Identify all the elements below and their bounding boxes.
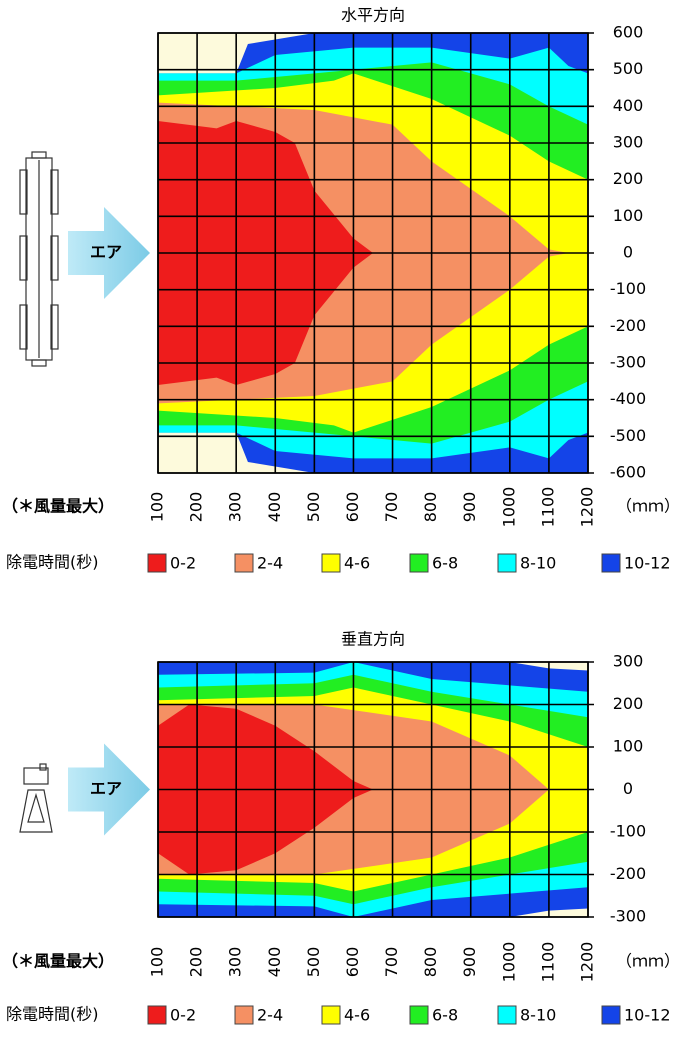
legend-swatch [601, 553, 621, 573]
y-tick-label: -200 [610, 864, 646, 883]
x-tick-label: 600 [343, 947, 362, 978]
legend-label: 6-8 [432, 554, 458, 573]
note: （＊風量最大） [2, 952, 114, 971]
x-unit: （ｍｍ） [616, 497, 680, 516]
legend-label: 2-4 [257, 554, 283, 573]
x-tick-label: 1200 [578, 487, 597, 528]
air-label: エア [90, 779, 122, 798]
x-tick-label: 800 [421, 492, 440, 523]
y-tick-label: 300 [613, 652, 644, 671]
x-tick-label: 1000 [499, 942, 518, 983]
x-tick-label: 1000 [499, 487, 518, 528]
plot-border [157, 32, 589, 474]
y-tick-label: -300 [610, 907, 646, 926]
x-unit: （ｍｍ） [616, 952, 680, 971]
legend-label: 6-8 [432, 1006, 458, 1025]
x-tick-label: 100 [148, 947, 167, 978]
plot-border [157, 661, 589, 918]
y-tick-label: 400 [613, 96, 644, 115]
y-tick-label: 500 [613, 59, 644, 78]
legend-swatch [409, 553, 429, 573]
legend-label: 10-12 [624, 554, 671, 573]
legend-swatch [321, 553, 341, 573]
x-tick-label: 300 [226, 492, 245, 523]
x-tick-label: 200 [187, 947, 206, 978]
y-tick-label: 200 [613, 694, 644, 713]
x-tick-label: 900 [460, 492, 479, 523]
x-tick-label: 900 [460, 947, 479, 978]
legend-label: 8-10 [520, 554, 556, 573]
air-arrow [68, 743, 150, 836]
legend-swatch [321, 1005, 341, 1025]
legend-swatch [497, 553, 517, 573]
x-tick-label: 600 [343, 492, 362, 523]
legend-label: 2-4 [257, 1006, 283, 1025]
x-tick-label: 200 [187, 492, 206, 523]
x-tick-label: 700 [382, 492, 401, 523]
y-tick-label: -100 [610, 822, 646, 841]
legend-swatch [601, 1005, 621, 1025]
note: （＊風量最大） [2, 497, 114, 516]
y-tick-label: 0 [623, 779, 633, 798]
x-tick-label: 700 [382, 947, 401, 978]
legend-label: 4-6 [344, 554, 370, 573]
y-tick-label: 600 [613, 23, 644, 42]
legend-label: 4-6 [344, 1006, 370, 1025]
y-tick-label: 100 [613, 737, 644, 756]
y-tick-label: 0 [623, 243, 633, 262]
device-icon [19, 763, 53, 833]
legend-swatch [409, 1005, 429, 1025]
legend-label: 10-12 [624, 1006, 671, 1025]
x-tick-label: 1100 [538, 942, 557, 983]
legend-swatch [147, 553, 167, 573]
y-tick-label: -200 [610, 316, 646, 335]
air-arrow [68, 207, 150, 299]
legend-label: 8-10 [520, 1006, 556, 1025]
legend-label: 0-2 [170, 554, 196, 573]
x-tick-label: 300 [226, 947, 245, 978]
chart-title: 水平方向 [341, 6, 405, 25]
x-tick-label: 800 [421, 947, 440, 978]
x-tick-label: 400 [265, 492, 284, 523]
legend-swatch [147, 1005, 167, 1025]
x-tick-label: 1100 [538, 487, 557, 528]
legend-swatch [234, 553, 254, 573]
y-tick-label: -500 [610, 426, 646, 445]
legend-title: 除電時間(秒) [6, 1005, 99, 1024]
x-tick-label: 500 [304, 947, 323, 978]
x-tick-label: 500 [304, 492, 323, 523]
y-tick-label: -300 [610, 353, 646, 372]
x-tick-label: 100 [148, 492, 167, 523]
legend-swatch [497, 1005, 517, 1025]
legend-title: 除電時間(秒) [6, 553, 99, 572]
legend-label: 0-2 [170, 1006, 196, 1025]
air-label: エア [90, 243, 122, 262]
x-tick-label: 1200 [578, 942, 597, 983]
y-tick-label: 200 [613, 169, 644, 188]
y-tick-label: 100 [613, 206, 644, 225]
y-tick-label: 300 [613, 133, 644, 152]
legend-swatch [234, 1005, 254, 1025]
x-tick-label: 400 [265, 947, 284, 978]
y-tick-label: -600 [610, 463, 646, 482]
y-tick-label: -400 [610, 389, 646, 408]
y-tick-label: -100 [610, 279, 646, 298]
chart-title: 垂直方向 [341, 630, 405, 649]
device-icon [19, 151, 59, 367]
